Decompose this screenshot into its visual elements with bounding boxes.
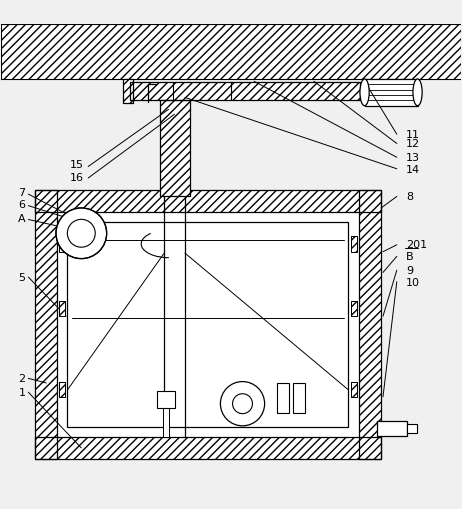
Bar bbox=[123, 80, 133, 104]
Bar bbox=[35, 190, 381, 212]
Text: 8: 8 bbox=[406, 192, 413, 202]
Circle shape bbox=[232, 394, 252, 414]
Ellipse shape bbox=[413, 80, 422, 106]
Bar bbox=[35, 190, 381, 212]
Text: 12: 12 bbox=[406, 139, 420, 149]
Bar bbox=[359, 190, 381, 459]
Bar bbox=[157, 391, 175, 409]
Text: 10: 10 bbox=[406, 277, 420, 287]
Bar bbox=[1, 24, 461, 80]
Bar bbox=[351, 301, 357, 317]
Bar bbox=[35, 437, 381, 459]
Circle shape bbox=[60, 212, 103, 256]
Bar bbox=[35, 190, 57, 459]
Bar bbox=[59, 301, 65, 317]
Text: B: B bbox=[406, 251, 413, 261]
Bar bbox=[407, 424, 417, 433]
Bar bbox=[57, 212, 359, 437]
Text: 7: 7 bbox=[18, 187, 25, 197]
Bar bbox=[130, 83, 360, 100]
Bar bbox=[123, 80, 133, 104]
Bar bbox=[359, 190, 381, 459]
Circle shape bbox=[56, 209, 107, 259]
Bar bbox=[351, 382, 357, 397]
Text: 11: 11 bbox=[406, 130, 420, 140]
Bar bbox=[277, 383, 289, 413]
Bar bbox=[59, 301, 65, 317]
Bar bbox=[351, 237, 357, 252]
Text: 13: 13 bbox=[406, 153, 420, 163]
Text: 9: 9 bbox=[406, 265, 413, 275]
Bar bbox=[59, 382, 65, 397]
Bar bbox=[35, 437, 381, 459]
Text: 1: 1 bbox=[18, 387, 25, 398]
Text: 16: 16 bbox=[70, 172, 84, 182]
Bar bbox=[67, 222, 348, 427]
Bar bbox=[351, 382, 357, 397]
Bar bbox=[159, 100, 189, 197]
Text: 6: 6 bbox=[18, 200, 25, 210]
Circle shape bbox=[220, 382, 265, 426]
Bar bbox=[365, 80, 418, 106]
Text: 201: 201 bbox=[406, 239, 427, 249]
Bar bbox=[351, 237, 357, 252]
Text: 5: 5 bbox=[18, 272, 25, 282]
Circle shape bbox=[67, 220, 95, 248]
Text: 2: 2 bbox=[18, 374, 25, 384]
Bar bbox=[1, 24, 461, 80]
Text: A: A bbox=[18, 214, 26, 223]
Bar bbox=[130, 83, 360, 100]
Bar bbox=[59, 237, 65, 252]
Bar bbox=[59, 382, 65, 397]
Bar bbox=[293, 383, 305, 413]
Bar bbox=[59, 237, 65, 252]
Bar bbox=[159, 100, 189, 197]
Bar bbox=[377, 421, 407, 436]
Text: 14: 14 bbox=[406, 164, 420, 175]
Text: 15: 15 bbox=[70, 160, 84, 170]
Bar bbox=[35, 190, 57, 459]
Ellipse shape bbox=[360, 80, 369, 106]
Bar bbox=[351, 301, 357, 317]
Bar bbox=[163, 409, 169, 437]
